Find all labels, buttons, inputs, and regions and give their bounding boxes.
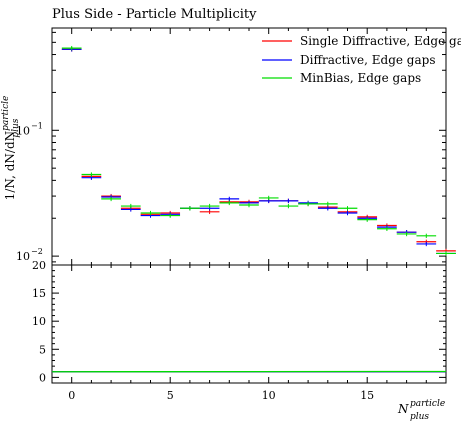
x-tick-label: 0 <box>68 389 75 402</box>
svg-text:N: N <box>397 402 409 416</box>
x-tick-label: 10 <box>262 389 276 402</box>
chart-title: Plus Side - Particle Multiplicity <box>52 7 257 22</box>
y-tick-label: 10 <box>16 250 30 263</box>
x-tick-label: 15 <box>360 389 374 402</box>
ratio-y-tick-label: 10 <box>32 315 46 328</box>
x-tick-label: 5 <box>167 389 174 402</box>
x-axis-label: N particle plus <box>397 399 445 422</box>
y-axis-label: 1/N, dN/dNparticleplus <box>1 96 21 201</box>
legend: Single Diffractive, Edge gaps Diffractiv… <box>262 34 461 85</box>
ratio-y-tick-label: 0 <box>39 371 46 384</box>
svg-text:plus: plus <box>410 412 429 422</box>
ratio-y-tick-label: 5 <box>39 343 46 356</box>
ratio-y-tick-label: 20 <box>32 259 46 272</box>
svg-text:1/N, dN/dNparticleplus: 1/N, dN/dNparticleplus <box>1 96 21 201</box>
legend-label-single-diffractive: Single Diffractive, Edge gaps <box>300 34 461 48</box>
y-tick-label: 10 <box>16 124 30 137</box>
legend-label-minbias: MinBias, Edge gaps <box>300 71 421 85</box>
y-tick-label-exponent: −2 <box>31 247 43 256</box>
ratio-plot-frame <box>51 264 447 384</box>
ratio-y-tick-label: 15 <box>32 287 46 300</box>
svg-text:particle: particle <box>410 399 445 409</box>
y-tick-label-exponent: −1 <box>31 121 43 130</box>
series-2 <box>61 45 456 256</box>
legend-label-diffractive: Diffractive, Edge gaps <box>300 53 435 67</box>
